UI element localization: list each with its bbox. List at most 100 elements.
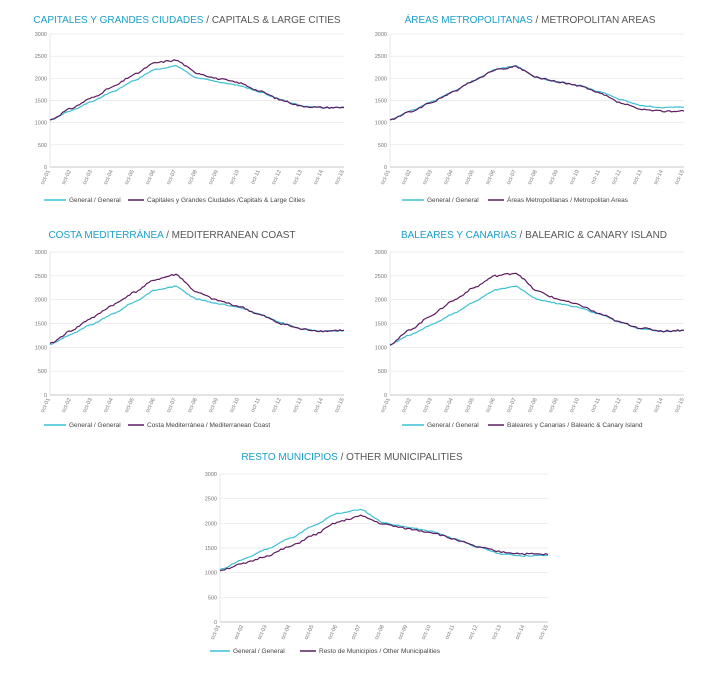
chart-title: COSTA MEDITERRÁNEA / MEDITERRANEAN COAST: [48, 228, 295, 241]
x-tick-label: oct-01: [40, 397, 52, 413]
chart-mediterranean: COSTA MEDITERRÁNEA / MEDITERRANEAN COAST…: [35, 228, 346, 429]
y-tick-label: 1500: [35, 99, 47, 105]
x-tick-label: oct-03: [257, 624, 269, 640]
x-tick-label: oct-13: [292, 169, 304, 185]
legend-region-label: Resto de Municipios / Other Municipaliti…: [319, 648, 441, 655]
x-tick-label: oct-11: [590, 169, 602, 185]
x-tick-label: oct-15: [674, 397, 686, 413]
x-tick-label: oct-11: [444, 624, 456, 640]
x-tick-label: oct-07: [506, 397, 518, 413]
x-tick-label: oct-12: [611, 169, 623, 185]
y-tick-label: 1000: [375, 345, 387, 351]
series-region: [219, 514, 549, 572]
y-tick-label: 3000: [205, 472, 217, 478]
x-tick-label: oct-06: [145, 169, 157, 185]
x-tick-label: oct-12: [468, 624, 480, 640]
y-tick-label: 500: [38, 143, 47, 149]
x-tick-label: oct-06: [485, 169, 497, 185]
x-tick-label: oct-01: [210, 624, 222, 640]
y-tick-label: 3000: [375, 250, 387, 256]
legend-general-label: General / General: [427, 197, 479, 204]
series-region: [389, 65, 685, 121]
y-tick-label: 3000: [35, 250, 47, 256]
chart-title: ÁREAS METROPOLITANAS / METROPOLITAN AREA…: [405, 13, 656, 26]
y-tick-label: 2500: [35, 54, 47, 60]
plot-area: 0 500 1000 1500 2000 2500 3000 oct-01 oct-02 oct-…: [35, 250, 346, 414]
x-tick-label: oct-15: [538, 624, 550, 640]
legend: General / General Áreas Metropolitanas /…: [402, 195, 629, 204]
series-region: [49, 59, 345, 121]
x-tick-label: oct-10: [569, 169, 581, 185]
x-tick-label: oct-06: [145, 397, 157, 413]
chart-metropolitan: ÁREAS METROPOLITANAS / METROPOLITAN AREA…: [375, 13, 686, 204]
x-tick-label: oct-04: [103, 169, 115, 185]
x-tick-label: oct-02: [61, 169, 73, 185]
x-tick-label: oct-07: [350, 624, 362, 640]
x-tick-label: oct-12: [611, 397, 623, 413]
y-tick-label: 1500: [205, 546, 217, 552]
plot-area: 0 500 1000 1500 2000 2500 3000 oct-01 oct-02 oct-…: [35, 32, 346, 186]
legend-general-label: General / General: [233, 648, 285, 655]
x-tick-label: oct-05: [124, 397, 136, 413]
y-tick-label: 0: [214, 620, 217, 626]
y-tick-label: 1000: [35, 345, 47, 351]
y-tick-label: 2500: [375, 274, 387, 280]
legend-general-label: General / General: [69, 197, 121, 204]
plot-area: 0 500 1000 1500 2000 2500 3000 oct-01 oct-02 oct-…: [375, 32, 686, 186]
x-tick-label: oct-07: [166, 397, 178, 413]
chart-islands: BALEARES Y CANARIAS / BALEARIC & CANARY …: [375, 230, 686, 429]
y-tick-label: 2500: [35, 274, 47, 280]
x-tick-label: oct-14: [653, 397, 665, 413]
x-tick-label: oct-15: [334, 169, 346, 185]
legend-general-label: General / General: [69, 422, 121, 429]
y-tick-label: 1500: [375, 322, 387, 328]
y-tick-label: 0: [384, 393, 387, 399]
x-tick-label: oct-11: [250, 397, 262, 413]
x-tick-label: oct-04: [443, 397, 455, 413]
y-tick-label: 2000: [205, 521, 217, 527]
x-tick-label: oct-09: [208, 397, 220, 413]
x-tick-label: oct-03: [82, 169, 94, 185]
chart-capitals: CAPITALES Y GRANDES CIUDADES / CAPITALS …: [33, 15, 345, 204]
x-tick-label: oct-08: [187, 169, 199, 185]
legend-region-label: Baleares y Canarias / Balearic & Canary …: [507, 422, 643, 429]
x-tick-label: oct-05: [124, 169, 136, 185]
y-tick-label: 1500: [375, 99, 387, 105]
series-general: [389, 285, 685, 345]
series-region: [49, 273, 345, 344]
x-tick-label: oct-13: [632, 397, 644, 413]
y-tick-label: 2000: [35, 76, 47, 82]
y-tick-label: 3000: [35, 32, 47, 38]
x-tick-label: oct-11: [590, 397, 602, 413]
x-tick-label: oct-05: [464, 169, 476, 185]
x-tick-label: oct-01: [40, 169, 52, 185]
x-tick-label: oct-08: [527, 397, 539, 413]
x-tick-label: oct-01: [380, 169, 392, 185]
legend: General / General Costa Mediterránea / M…: [44, 422, 270, 429]
legend-region-label: Capitales y Grandes Ciudades /Capitals &…: [147, 197, 306, 204]
x-tick-label: oct-03: [82, 397, 94, 413]
x-tick-label: oct-09: [397, 624, 409, 640]
x-tick-label: oct-14: [313, 397, 325, 413]
x-tick-label: oct-11: [250, 169, 262, 185]
x-tick-label: oct-08: [527, 169, 539, 185]
x-tick-label: oct-09: [548, 169, 560, 185]
x-tick-label: oct-02: [401, 169, 413, 185]
legend-region-label: Áreas Metropolitanas / Metropolitan Area…: [507, 195, 629, 204]
x-tick-label: oct-06: [485, 397, 497, 413]
chart-title: RESTO MUNICIPIOS / OTHER MUNICIPALITIES: [241, 452, 463, 463]
x-tick-label: oct-15: [334, 397, 346, 413]
y-tick-label: 2000: [375, 76, 387, 82]
y-tick-label: 1000: [375, 121, 387, 127]
x-tick-label: oct-02: [61, 397, 73, 413]
y-tick-label: 2000: [375, 298, 387, 304]
y-tick-label: 500: [38, 369, 47, 375]
legend-general-label: General / General: [427, 422, 479, 429]
x-tick-label: oct-14: [313, 169, 325, 185]
chart-title: CAPITALES Y GRANDES CIUDADES / CAPITALS …: [33, 15, 340, 26]
y-tick-label: 500: [208, 595, 217, 601]
legend: General / General Baleares y Canarias / …: [402, 422, 643, 429]
series-general: [49, 285, 345, 345]
x-tick-label: oct-05: [304, 624, 316, 640]
